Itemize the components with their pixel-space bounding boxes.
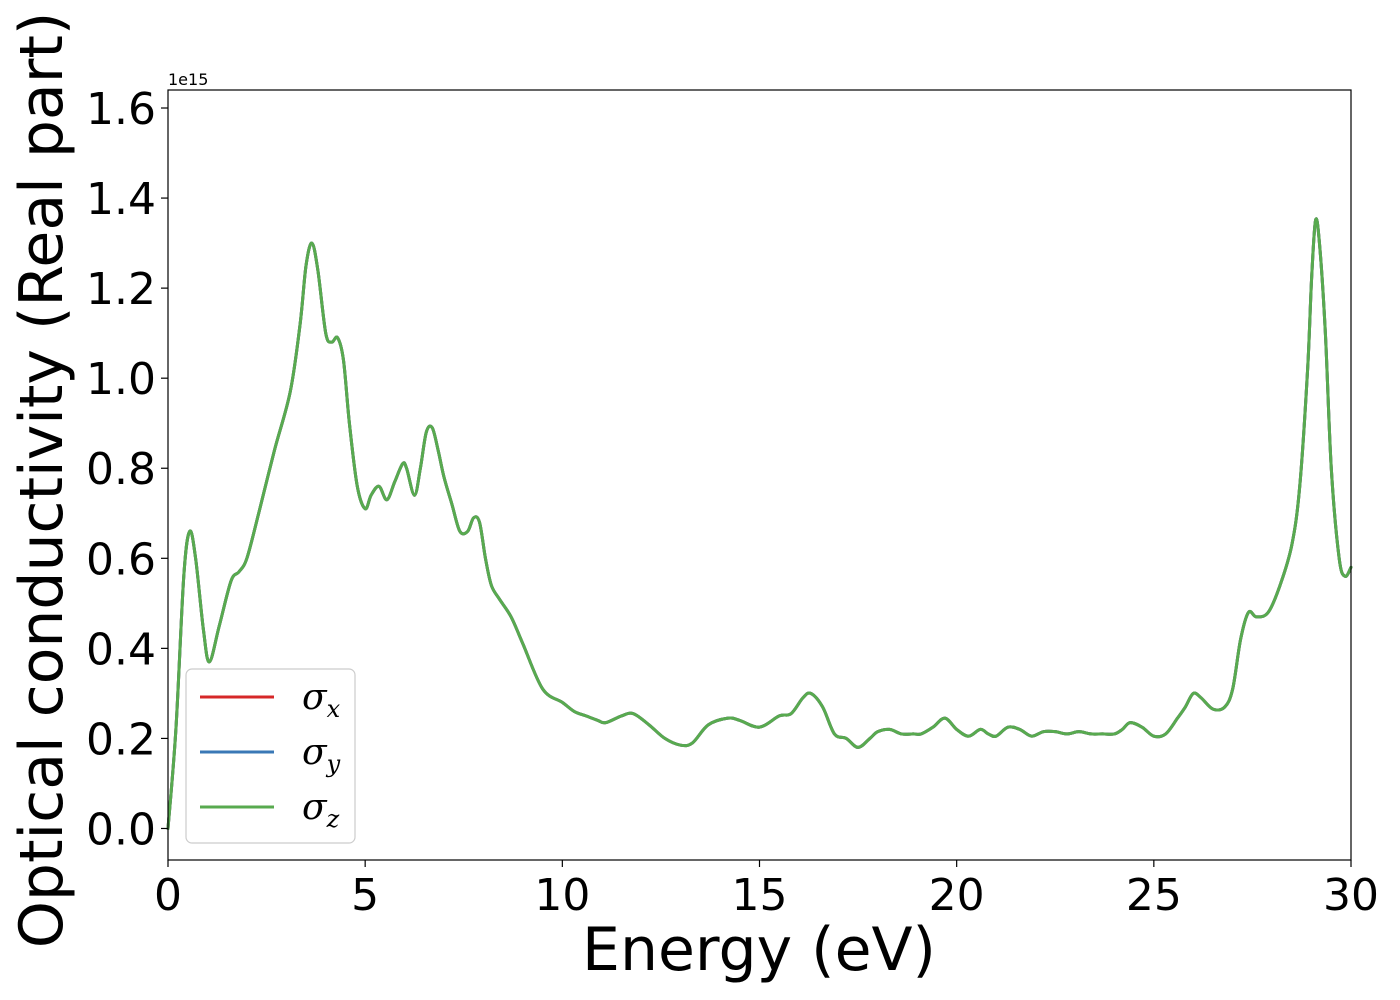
x-tick-label: 25 (1126, 870, 1182, 921)
x-axis-ticks: 0 5 10 15 20 25 30 (154, 860, 1379, 921)
legend-label-sigma-x: σx (302, 677, 341, 723)
legend-items: σx σy σz (200, 677, 341, 833)
y-tick-label: 0.4 (86, 624, 156, 675)
y-offset-text: 1e15 (168, 70, 208, 89)
x-tick-label: 10 (534, 870, 590, 921)
x-tick-label: 15 (732, 870, 788, 921)
y-tick-label: 1.4 (86, 174, 156, 225)
x-tick-label: 30 (1323, 870, 1379, 921)
x-tick-label: 20 (929, 870, 985, 921)
legend-box (185, 668, 356, 844)
y-axis-ticks: 0.0 0.2 0.4 0.6 0.8 1.0 1.2 1.4 1.6 (86, 84, 168, 855)
y-tick-label: 1.2 (86, 264, 156, 315)
x-axis-label: Energy (eV) (582, 915, 936, 985)
legend-label-sigma-z: σz (302, 787, 340, 833)
legend: σx σy σz (185, 668, 356, 844)
y-tick-label: 1.0 (86, 354, 156, 405)
y-tick-label: 0.6 (86, 534, 156, 585)
y-tick-label: 0.2 (86, 714, 156, 765)
legend-label-sigma-y: σy (302, 732, 341, 778)
x-tick-label: 0 (154, 870, 182, 921)
y-tick-label: 0.8 (86, 444, 156, 495)
series-line-sigma-z (166, 217, 1353, 830)
y-axis-label: Optical conductivity (Real part) (7, 12, 77, 949)
x-tick-label: 5 (351, 870, 379, 921)
y-tick-label: 1.6 (86, 84, 156, 135)
series-layer (166, 217, 1353, 830)
plot-area (168, 90, 1351, 860)
y-tick-label: 0.0 (86, 804, 156, 855)
